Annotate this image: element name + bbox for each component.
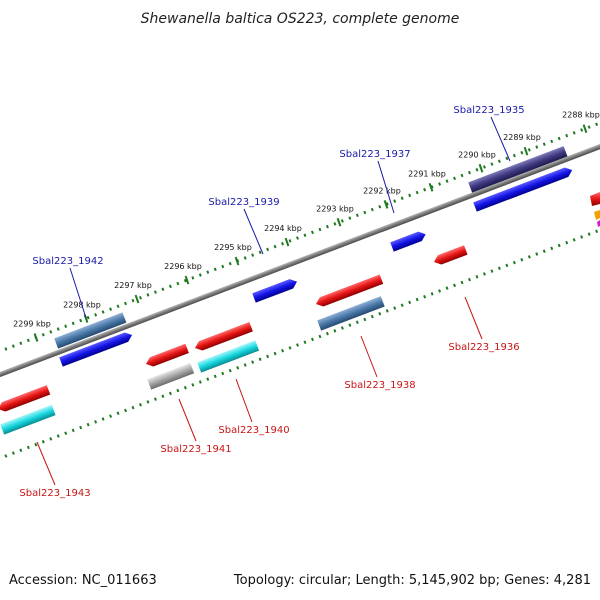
gene-label-sbal223-1943[interactable]: Sbal223_1943	[19, 488, 90, 499]
genome-stats-text: Topology: circular; Length: 5,145,902 bp…	[233, 573, 591, 588]
kbp-tick-label: 2293 kbp	[316, 204, 354, 213]
kbp-tick-label: 2290 kbp	[458, 150, 496, 159]
kbp-tick-label: 2288 kbp	[562, 111, 600, 120]
gene-label-sbal223-1942[interactable]: Sbal223_1942	[32, 256, 103, 267]
cds-sbal223-1943[interactable]	[0, 385, 51, 414]
gene-label-sbal223-1938[interactable]: Sbal223_1938	[344, 380, 415, 391]
kbp-tick-mark	[523, 146, 529, 156]
feature-cyan-1943[interactable]	[0, 404, 56, 435]
cds-sbal223-1939[interactable]	[252, 277, 299, 303]
cds-sbal223-1937[interactable]	[390, 230, 427, 252]
cds-sbal223-1936[interactable]	[432, 245, 468, 266]
accession-text: Accession: NC_011663	[9, 573, 157, 588]
feature-steel-1938[interactable]	[317, 296, 385, 331]
leader-sbal223-1941	[178, 398, 197, 442]
kbp-tick-mark	[336, 217, 342, 227]
edge-feature-red[interactable]	[590, 192, 600, 206]
kbp-tick-mark	[428, 182, 434, 192]
kbp-tick-mark	[284, 237, 290, 247]
leader-sbal223-1936	[464, 296, 483, 340]
leader-sbal223-1939	[243, 208, 264, 255]
leader-sbal223-1937	[377, 160, 395, 214]
kbp-tick-label: 2297 kbp	[114, 281, 152, 290]
kbp-tick-label: 2295 kbp	[214, 243, 252, 252]
leader-sbal223-1938	[360, 335, 378, 378]
genome-backbone	[0, 137, 600, 384]
edge-feature-orange[interactable]	[594, 210, 600, 220]
cds-sbal223-1938[interactable]	[314, 274, 384, 308]
feature-gray-1941[interactable]	[147, 362, 195, 390]
kbp-tick-label: 2291 kbp	[408, 169, 446, 178]
kbp-tick-mark	[184, 275, 190, 285]
cds-sbal223-1941[interactable]	[144, 343, 189, 369]
leader-sbal223-1940	[235, 378, 253, 423]
kbp-tick-mark	[134, 294, 140, 304]
outer-dotted-track	[0, 121, 600, 353]
kbp-tick-label: 2299 kbp	[13, 320, 51, 329]
kbp-tick-label: 2289 kbp	[503, 133, 541, 142]
leader-sbal223-1943	[36, 441, 56, 486]
leader-sbal223-1942	[69, 267, 87, 319]
gene-label-sbal223-1935[interactable]: Sbal223_1935	[453, 105, 524, 116]
feature-cyan-1940[interactable]	[197, 340, 260, 373]
kbp-tick-mark	[383, 200, 389, 209]
gene-label-sbal223-1939[interactable]: Sbal223_1939	[208, 197, 279, 208]
kbp-tick-mark	[234, 256, 240, 266]
edge-feature-magenta[interactable]	[597, 220, 600, 227]
gene-label-sbal223-1937[interactable]: Sbal223_1937	[339, 149, 410, 160]
kbp-tick-mark	[478, 163, 484, 173]
cds-sbal223-1935[interactable]	[473, 165, 574, 212]
kbp-tick-mark	[33, 333, 39, 342]
leader-sbal223-1935	[490, 116, 511, 162]
gene-label-sbal223-1941[interactable]: Sbal223_1941	[160, 444, 231, 455]
gene-label-sbal223-1936[interactable]: Sbal223_1936	[448, 342, 519, 353]
gene-label-sbal223-1940[interactable]: Sbal223_1940	[218, 425, 289, 436]
cds-sbal223-1940[interactable]	[193, 322, 253, 353]
feature-purple-1935[interactable]	[468, 146, 568, 193]
kbp-tick-label: 2292 kbp	[363, 186, 401, 195]
cds-sbal223-1942[interactable]	[59, 330, 134, 367]
map-title: Shewanella baltica OS223, complete genom…	[141, 11, 460, 27]
kbp-tick-mark	[582, 124, 588, 134]
kbp-tick-label: 2294 kbp	[264, 224, 302, 233]
feature-steel-1942[interactable]	[54, 312, 127, 349]
kbp-tick-label: 2296 kbp	[164, 262, 202, 271]
